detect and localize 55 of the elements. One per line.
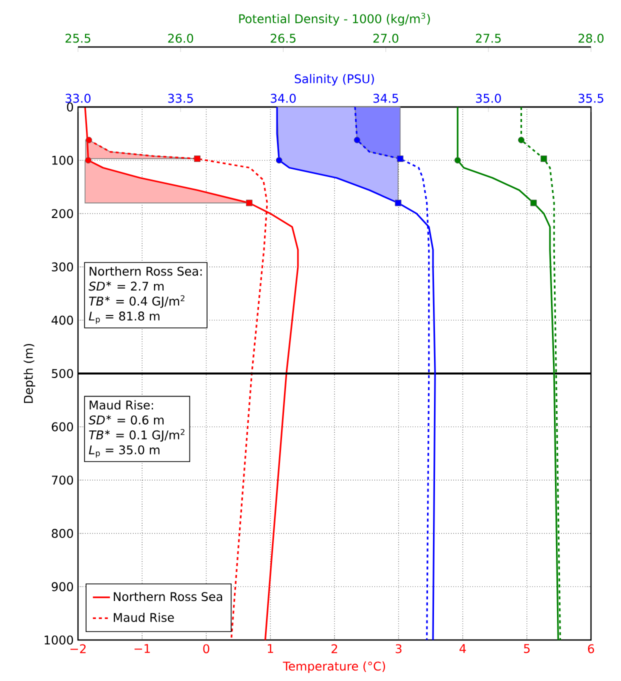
annotation: SD$^{∗}$ = 2.7 m bbox=[88, 281, 164, 291]
point bbox=[530, 200, 537, 206]
annotation: Northern Ross Sea: bbox=[90, 266, 202, 276]
x-axis-title: Potential Density - 1000 (kg/m$^{3}$) bbox=[239, 12, 430, 26]
y-tick-label: 700 bbox=[52, 476, 74, 485]
x2-tick-label: 33.5 bbox=[168, 94, 193, 103]
x2-tick-label: 34.0 bbox=[270, 94, 296, 103]
annotation: L$_{p}$ = 81.8 m bbox=[88, 312, 160, 324]
point bbox=[246, 200, 252, 206]
y-tick-label: 400 bbox=[52, 316, 74, 325]
x-tick-label: 4 bbox=[460, 644, 466, 653]
legend-label: Maud Rise bbox=[114, 612, 174, 622]
x-tick-label: −1 bbox=[134, 644, 150, 653]
annotation: SD$^{∗}$ = 0.6 m bbox=[88, 414, 164, 424]
y-tick-label: 0 bbox=[66, 102, 74, 112]
x-tick-label: −2 bbox=[70, 644, 86, 654]
x-axis-title: Temperature (°C) bbox=[282, 661, 386, 673]
x-tick-label: 25.5 bbox=[66, 34, 90, 43]
annotation: Maud Rise: bbox=[90, 400, 153, 410]
x-tick-label: 3 bbox=[396, 644, 402, 654]
point bbox=[86, 136, 92, 144]
point bbox=[518, 136, 524, 144]
annotation: L$_{p}$ = 35.0 m bbox=[88, 445, 160, 458]
x-tick-label: 2 bbox=[332, 644, 338, 654]
y-tick-label: 800 bbox=[52, 528, 74, 538]
x2-tick-label: 34.5 bbox=[373, 94, 398, 103]
y-tick-label: 600 bbox=[52, 422, 74, 432]
point bbox=[540, 156, 548, 162]
point bbox=[85, 157, 92, 164]
annotation: TB$^{∗}$ = 0.4 GJ/m$^{2}$ bbox=[89, 295, 184, 308]
line-series bbox=[84, 106, 299, 641]
x2-tick-label: 35.5 bbox=[578, 94, 604, 103]
x-tick-label: 0 bbox=[203, 644, 210, 654]
point bbox=[194, 156, 200, 162]
x-tick-label: 28.0 bbox=[578, 34, 604, 43]
x2-tick-label: 33.0 bbox=[66, 94, 91, 103]
point bbox=[454, 157, 461, 164]
y-tick-label: 1000 bbox=[44, 635, 74, 645]
x-tick-label: 26.5 bbox=[270, 34, 296, 43]
x-tick-label: 1 bbox=[268, 644, 274, 653]
x-tick-label: 6 bbox=[588, 644, 594, 654]
y-tick-label: 500 bbox=[52, 368, 74, 378]
y-tick-label: 900 bbox=[52, 582, 74, 592]
annotation: TB$^{∗}$ = 0.1 GJ/m$^{2}$ bbox=[89, 429, 184, 442]
x2-axis-title: Salinity (PSU) bbox=[294, 74, 374, 86]
x-tick-label: 26.0 bbox=[168, 34, 194, 43]
x2-tick-label: 35.0 bbox=[476, 94, 501, 103]
legend-label: Northern Ross Sea bbox=[114, 592, 222, 602]
y-axis-title: Depth (m) bbox=[24, 344, 36, 403]
y-tick-label: 100 bbox=[52, 156, 74, 165]
x-tick-label: 27.5 bbox=[476, 34, 501, 43]
x-tick-label: 5 bbox=[524, 644, 530, 654]
y-tick-label: 200 bbox=[52, 209, 74, 218]
x-tick-label: 27.0 bbox=[373, 34, 398, 43]
y-tick-label: 300 bbox=[52, 262, 74, 272]
